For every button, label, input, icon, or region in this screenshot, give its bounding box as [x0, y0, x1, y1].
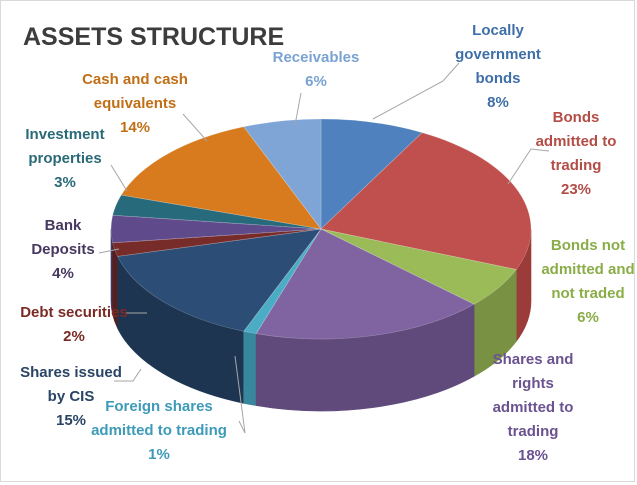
pie-slice-bonds-admitted-to-trading[interactable]: [320, 132, 532, 270]
slice-label-bonds-admitted-to-trading: Bonds admitted to trading 23%: [536, 109, 617, 198]
pie-slice-foreign-shares-admitted-to-trading[interactable]: [243, 228, 322, 335]
leader-line-bonds-admitted-to-trading: [507, 148, 550, 185]
leader-line-locally-government-bonds: [372, 62, 460, 120]
pie-slices: [110, 118, 532, 340]
leader-lines: [98, 62, 550, 434]
pie-slice-locally-government-bonds[interactable]: [320, 118, 423, 230]
pie-side-foreign-shares-admitted-to-trading: [243, 330, 257, 406]
pie-slice-bonds-not-admitted-and-not-traded[interactable]: [320, 228, 517, 305]
leader-line-shares-issued-by-cis: [114, 368, 142, 382]
slice-label-receivables: Receivables 6%: [273, 49, 360, 90]
leader-line-cash-and-cash-equivalents: [182, 113, 208, 142]
pie-slice-shares-and-rights-admitted-to-trading[interactable]: [255, 228, 475, 340]
pie-slice-investment-properties[interactable]: [112, 194, 322, 230]
pie-slice-bank-deposits[interactable]: [110, 214, 322, 244]
slice-labels: Locally government bonds 8%Bonds admitted to…: [20, 22, 635, 464]
slice-label-cash-and-cash-equivalents: Cash and cash equivalents 14%: [82, 71, 188, 136]
slice-label-debt-securities: Debt securities 2%: [20, 304, 128, 345]
leader-line-receivables: [294, 92, 302, 126]
chart-title: ASSETS STRUCTURE: [23, 23, 284, 51]
slice-label-foreign-shares-admitted-to-trading: Foreign shares admitted to trading 1%: [91, 398, 227, 463]
slice-label-bank-deposits: Bank Deposits 4%: [31, 217, 94, 282]
slice-label-investment-properties: Investment properties 3%: [25, 126, 104, 191]
pie-slice-shares-issued-by-cis[interactable]: [117, 228, 322, 332]
leader-line-investment-properties: [110, 164, 128, 192]
slice-label-locally-government-bonds: Locally government bonds 8%: [455, 22, 541, 111]
slice-label-bonds-not-admitted-and-not-traded: Bonds not admitted and not traded 6%: [541, 237, 634, 326]
leader-line-foreign-shares-admitted-to-trading: [234, 355, 246, 434]
slice-label-shares-issued-by-cis: Shares issued by CIS 15%: [20, 364, 122, 429]
slice-label-shares-and-rights-admitted-to-trading: Shares and rights admitted to trading 18%: [493, 351, 574, 464]
leader-line-bank-deposits: [98, 248, 120, 254]
pie-slice-receivables[interactable]: [243, 118, 322, 231]
pie-slice-cash-and-cash-equivalents[interactable]: [120, 126, 322, 230]
